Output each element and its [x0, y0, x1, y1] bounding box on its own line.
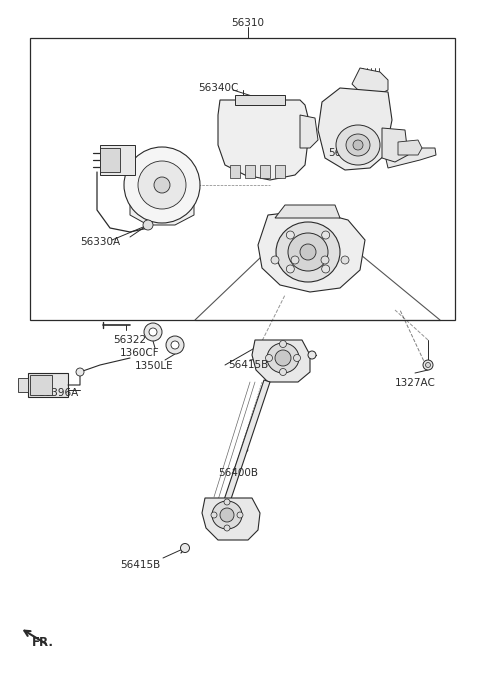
Polygon shape — [260, 165, 270, 178]
Polygon shape — [318, 88, 392, 170]
Ellipse shape — [346, 134, 370, 156]
Ellipse shape — [293, 355, 300, 362]
Ellipse shape — [276, 222, 340, 282]
Bar — [30, 38, 455, 320]
Polygon shape — [18, 378, 28, 392]
Ellipse shape — [166, 336, 184, 354]
Ellipse shape — [279, 340, 287, 347]
Ellipse shape — [287, 265, 294, 273]
Ellipse shape — [267, 343, 299, 373]
Ellipse shape — [321, 256, 329, 264]
Polygon shape — [300, 115, 318, 148]
Polygon shape — [235, 95, 285, 105]
Text: 56415B: 56415B — [120, 560, 160, 570]
Text: 56322: 56322 — [113, 335, 146, 345]
Polygon shape — [222, 380, 270, 508]
Ellipse shape — [154, 177, 170, 193]
Text: 56415B: 56415B — [228, 360, 268, 370]
Ellipse shape — [308, 351, 316, 359]
Text: 56400B: 56400B — [218, 468, 258, 478]
Ellipse shape — [220, 508, 234, 522]
Polygon shape — [230, 165, 240, 178]
Polygon shape — [385, 148, 436, 168]
Polygon shape — [275, 205, 340, 218]
Polygon shape — [28, 373, 68, 397]
Polygon shape — [252, 340, 310, 382]
Ellipse shape — [300, 244, 316, 260]
Text: 56390C: 56390C — [328, 148, 368, 158]
Ellipse shape — [171, 341, 179, 349]
Polygon shape — [382, 128, 408, 162]
Ellipse shape — [180, 543, 190, 552]
Ellipse shape — [237, 512, 243, 518]
Ellipse shape — [124, 147, 200, 223]
Ellipse shape — [144, 323, 162, 341]
Ellipse shape — [425, 362, 431, 368]
Ellipse shape — [76, 368, 84, 376]
Text: 56396A: 56396A — [38, 388, 78, 398]
Polygon shape — [398, 140, 422, 155]
Ellipse shape — [275, 350, 291, 366]
Polygon shape — [130, 185, 194, 225]
Text: 1327AC: 1327AC — [395, 378, 435, 388]
Polygon shape — [258, 210, 365, 292]
Ellipse shape — [149, 328, 157, 336]
Text: 56340C: 56340C — [198, 83, 238, 93]
Polygon shape — [352, 68, 388, 95]
Polygon shape — [202, 498, 260, 540]
Ellipse shape — [336, 125, 380, 165]
Text: FR.: FR. — [32, 636, 54, 649]
Ellipse shape — [423, 360, 433, 370]
Ellipse shape — [212, 501, 242, 529]
Ellipse shape — [279, 368, 287, 375]
Polygon shape — [218, 100, 310, 180]
Text: 56330A: 56330A — [80, 237, 120, 247]
Ellipse shape — [211, 512, 217, 518]
Ellipse shape — [341, 256, 349, 264]
Polygon shape — [245, 165, 255, 178]
Polygon shape — [30, 375, 52, 395]
Polygon shape — [275, 165, 285, 178]
Text: 56310: 56310 — [231, 18, 264, 28]
Polygon shape — [100, 145, 135, 175]
Text: 1350LE: 1350LE — [135, 361, 174, 371]
Polygon shape — [100, 148, 120, 172]
Ellipse shape — [271, 256, 279, 264]
Ellipse shape — [322, 231, 330, 239]
Ellipse shape — [138, 161, 186, 209]
Ellipse shape — [287, 231, 294, 239]
Text: 1360CF: 1360CF — [120, 348, 160, 358]
Ellipse shape — [353, 140, 363, 150]
Ellipse shape — [143, 220, 153, 230]
Ellipse shape — [291, 256, 299, 264]
Ellipse shape — [288, 233, 328, 271]
Ellipse shape — [322, 265, 330, 273]
Ellipse shape — [224, 525, 230, 531]
Ellipse shape — [265, 355, 273, 362]
Ellipse shape — [224, 499, 230, 505]
